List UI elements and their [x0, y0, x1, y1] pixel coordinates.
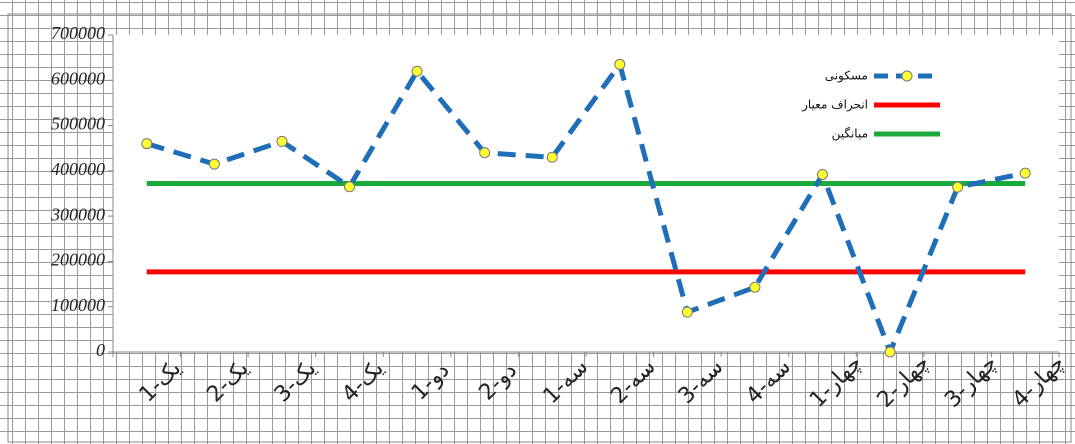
point	[344, 181, 355, 193]
point	[952, 181, 964, 193]
x-tick-label: سه-1	[539, 354, 594, 409]
point	[1019, 167, 1031, 179]
y-tick-label: 0	[96, 340, 105, 360]
point	[479, 147, 491, 159]
y-tick-label: 600000	[51, 68, 105, 88]
point	[681, 306, 693, 318]
legend-label: انحراف معیار	[801, 98, 868, 113]
legend-label: میانگین	[832, 127, 868, 142]
legend-label: مسکونی	[825, 69, 868, 84]
point	[749, 281, 761, 293]
chart-frame	[7, 13, 1072, 443]
x-tick-label: یک-3	[270, 356, 321, 407]
point	[141, 138, 153, 150]
x-tick-label: چهار-2	[873, 351, 935, 413]
plot-area	[113, 35, 1059, 352]
y-tick-label: 200000	[51, 250, 105, 270]
x-tick-label: سه-3	[674, 354, 729, 409]
x-tick-label: چهار-1	[805, 351, 867, 413]
y-tick-label: 100000	[51, 295, 105, 315]
point	[276, 135, 288, 147]
x-tick-label: یک-2	[202, 356, 253, 407]
x-tick-label: چهار-3	[940, 351, 1002, 413]
point	[884, 346, 896, 358]
x-tick-label: یک-1	[135, 356, 186, 407]
x-tick-label: دو-1	[407, 358, 455, 406]
point	[817, 168, 828, 180]
x-tick-label: چهار-4	[1008, 351, 1070, 413]
point	[208, 158, 220, 170]
y-tick-label: 300000	[50, 204, 105, 224]
x-tick-label: دو-2	[474, 358, 522, 406]
x-tick-label: سه-4	[741, 354, 796, 409]
x-tick-label: یک-4	[337, 356, 388, 407]
point	[411, 65, 423, 77]
legend-marker	[901, 70, 913, 82]
y-tick-label: 500000	[51, 114, 105, 134]
series-line	[146, 61, 1026, 355]
point	[614, 58, 626, 70]
x-tick-label: سه-2	[606, 354, 661, 409]
y-tick-label: 400000	[51, 159, 105, 179]
point	[546, 151, 558, 163]
y-tick-label: 700000	[51, 23, 105, 43]
